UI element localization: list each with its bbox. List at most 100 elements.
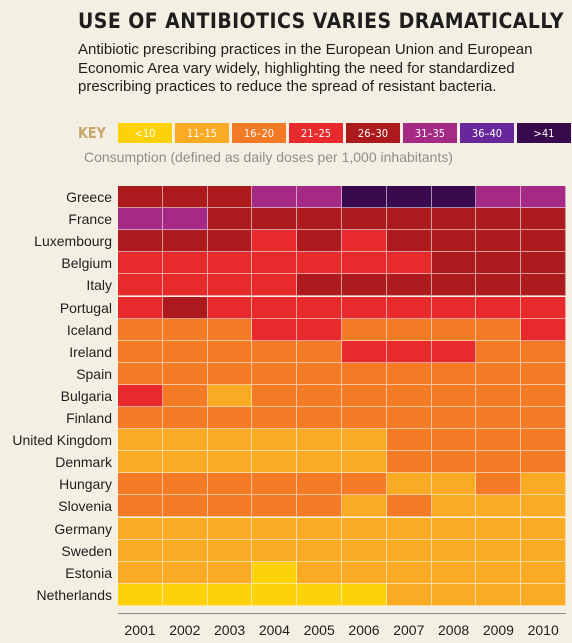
x-tick-label-2007: 2007	[393, 622, 425, 638]
heatmap-cell	[118, 473, 163, 496]
heatmap-cell	[521, 429, 566, 452]
heatmap-cell	[431, 318, 477, 341]
heatmap-cell	[252, 274, 298, 297]
heatmap-cell	[431, 384, 477, 407]
heatmap-cell	[431, 451, 477, 474]
heatmap-cell	[476, 517, 522, 540]
heatmap-cell	[342, 340, 387, 363]
heatmap-cell	[476, 230, 522, 253]
heatmap-cell	[521, 274, 566, 297]
heatmap-cell	[162, 429, 208, 452]
heatmap-cell	[386, 340, 432, 363]
heatmap-cell	[118, 296, 163, 319]
heatmap-cell	[476, 583, 522, 606]
heatmap-cell	[431, 186, 477, 209]
heatmap-cell	[252, 340, 298, 363]
heatmap-cell	[297, 296, 342, 319]
heatmap-cell	[342, 252, 387, 275]
heatmap-cell	[342, 495, 387, 518]
heatmap-cell	[342, 517, 387, 540]
heatmap-cell	[207, 208, 253, 231]
heatmap-cell	[431, 407, 477, 430]
heatmap-cell	[162, 561, 208, 584]
heatmap-cell	[118, 561, 163, 584]
heatmap-cell	[207, 407, 253, 430]
heatmap-cell	[207, 296, 253, 319]
heatmap-cell	[342, 473, 387, 496]
heatmap-cell	[521, 296, 566, 319]
heatmap-cell	[297, 384, 342, 407]
heatmap-cell	[207, 429, 253, 452]
row-label-luxembourg: Luxembourg	[34, 233, 112, 250]
heatmap-cell	[297, 495, 342, 518]
heatmap-cell	[162, 384, 208, 407]
heatmap-cell	[207, 517, 253, 540]
heatmap-cell	[342, 296, 387, 319]
row-label-spain: Spain	[76, 365, 112, 382]
heatmap-cell	[118, 583, 163, 606]
heatmap-cell	[297, 517, 342, 540]
heatmap-cell	[431, 561, 477, 584]
legend-item-lt10: <10	[118, 123, 172, 143]
heatmap-cell	[521, 473, 566, 496]
heatmap-cell	[476, 384, 522, 407]
heatmap-cell	[118, 318, 163, 341]
heatmap-cell	[386, 384, 432, 407]
heatmap-cell	[431, 208, 477, 231]
row-label-hungary: Hungary	[59, 476, 112, 493]
heatmap-cell	[207, 252, 253, 275]
x-tick-label-2008: 2008	[438, 622, 470, 638]
heatmap-cell	[252, 230, 298, 253]
heatmap-cell	[431, 583, 477, 606]
heatmap-cell	[207, 362, 253, 385]
heatmap-cell	[297, 473, 342, 496]
heatmap-cell	[521, 384, 566, 407]
heatmap-cell	[118, 230, 163, 253]
row-label-ireland: Ireland	[69, 343, 112, 360]
heatmap-cell	[476, 473, 522, 496]
heatmap-cell	[252, 296, 298, 319]
heatmap-cell	[521, 186, 566, 209]
heatmap-cell	[297, 252, 342, 275]
heatmap-cell	[342, 186, 387, 209]
heatmap-cell	[252, 517, 298, 540]
heatmap-cell	[386, 208, 432, 231]
heatmap-cell	[162, 583, 208, 606]
heatmap-cell	[297, 208, 342, 231]
row-label-finland: Finland	[66, 410, 112, 426]
heatmap-cell	[342, 539, 387, 562]
heatmap-cell	[162, 362, 208, 385]
heatmap-cell	[162, 451, 208, 474]
legend: KEY <10 11–15 16–20 21–25 26–30 31–35 36…	[78, 122, 572, 144]
heatmap-cell	[118, 451, 163, 474]
heatmap-cell	[162, 539, 208, 562]
heatmap-cell	[386, 186, 432, 209]
heatmap-cell	[342, 208, 387, 231]
row-label-bulgaria: Bulgaria	[60, 387, 112, 404]
heatmap-cell	[207, 561, 253, 584]
heatmap-cell	[431, 296, 477, 319]
x-tick-label-2002: 2002	[169, 622, 201, 638]
heatmap-cell	[118, 362, 163, 385]
heatmap-cell	[252, 186, 298, 209]
heatmap-cell	[118, 252, 163, 275]
heatmap-cell	[207, 539, 253, 562]
heatmap-cell	[342, 318, 387, 341]
heatmap-cell	[162, 340, 208, 363]
heatmap-cell	[297, 230, 342, 253]
heatmap-cell	[297, 274, 342, 297]
heatmap-cell	[386, 230, 432, 253]
heatmap-cell	[386, 517, 432, 540]
heatmap-cell	[118, 340, 163, 363]
row-label-italy: Italy	[86, 277, 112, 294]
heatmap-cell	[342, 230, 387, 253]
heatmap-cell	[431, 230, 477, 253]
heatmap-cell	[386, 274, 432, 297]
heatmap-cell	[431, 473, 477, 496]
heatmap-cell	[297, 451, 342, 474]
heatmap-cell	[521, 340, 566, 363]
heatmap-cell	[386, 539, 432, 562]
heatmap-cell	[431, 495, 477, 518]
heatmap-cell	[521, 252, 566, 275]
legend-note: Consumption (defined as daily doses per …	[84, 149, 453, 165]
